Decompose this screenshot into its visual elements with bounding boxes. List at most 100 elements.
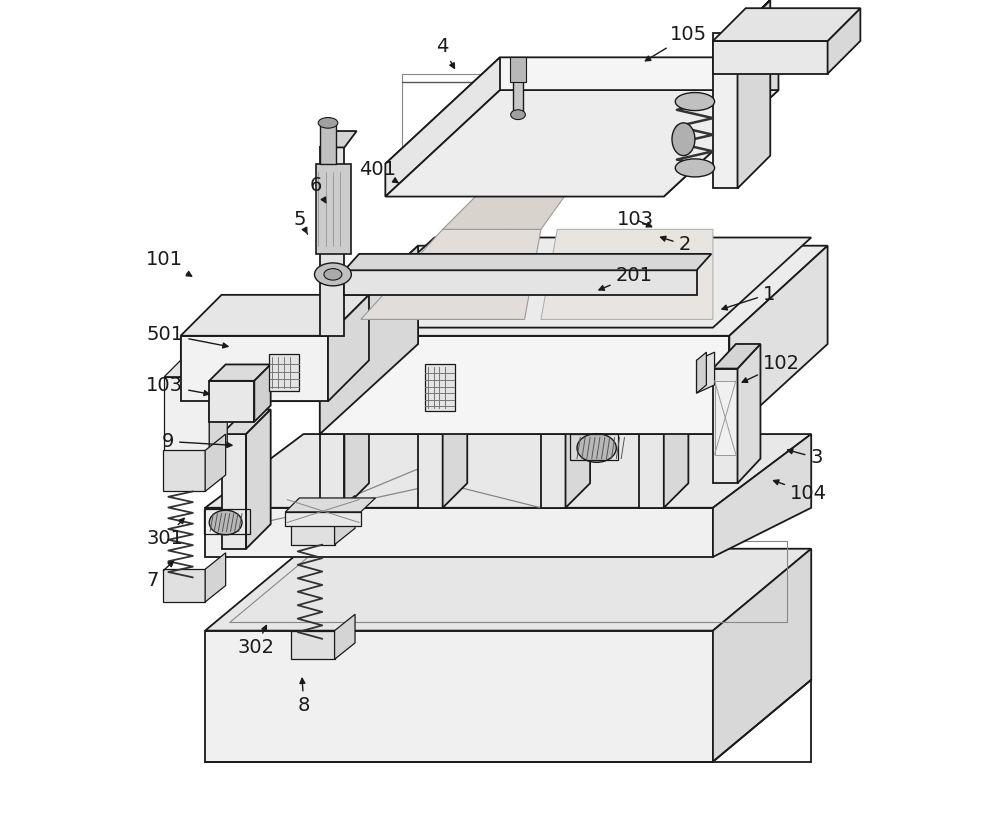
Polygon shape — [320, 336, 729, 434]
Polygon shape — [291, 512, 335, 545]
Polygon shape — [246, 410, 271, 549]
Polygon shape — [205, 631, 713, 762]
Polygon shape — [697, 352, 715, 393]
Polygon shape — [320, 147, 344, 336]
Text: 103: 103 — [146, 376, 209, 396]
Polygon shape — [328, 295, 369, 401]
Polygon shape — [205, 434, 226, 491]
Polygon shape — [181, 295, 369, 336]
Text: 101: 101 — [146, 250, 192, 276]
Polygon shape — [385, 90, 778, 197]
Polygon shape — [205, 553, 226, 602]
Polygon shape — [335, 495, 355, 545]
Polygon shape — [320, 246, 418, 434]
Ellipse shape — [511, 110, 525, 120]
Ellipse shape — [324, 269, 342, 280]
Polygon shape — [828, 8, 860, 74]
Text: 102: 102 — [742, 354, 800, 382]
Ellipse shape — [318, 118, 338, 128]
Polygon shape — [510, 57, 526, 82]
Polygon shape — [541, 434, 566, 508]
Polygon shape — [316, 164, 351, 254]
Polygon shape — [205, 508, 713, 557]
Text: 302: 302 — [237, 626, 274, 658]
Polygon shape — [209, 364, 271, 381]
Text: 2: 2 — [661, 235, 691, 255]
Polygon shape — [361, 229, 541, 319]
Polygon shape — [285, 512, 361, 526]
Polygon shape — [715, 381, 736, 455]
Polygon shape — [336, 238, 811, 328]
Polygon shape — [222, 434, 246, 549]
Polygon shape — [164, 377, 209, 463]
Polygon shape — [344, 270, 697, 295]
Polygon shape — [664, 410, 688, 508]
Polygon shape — [713, 344, 760, 369]
Polygon shape — [541, 410, 590, 434]
Text: 8: 8 — [298, 678, 310, 716]
Polygon shape — [209, 359, 227, 463]
Text: 401: 401 — [359, 160, 399, 183]
Polygon shape — [639, 410, 688, 434]
Polygon shape — [269, 354, 299, 391]
Ellipse shape — [675, 159, 715, 177]
Text: 103: 103 — [617, 210, 654, 229]
Polygon shape — [164, 359, 227, 377]
Polygon shape — [513, 66, 523, 115]
Polygon shape — [713, 8, 860, 41]
Polygon shape — [713, 369, 738, 483]
Polygon shape — [209, 381, 254, 422]
Text: 9: 9 — [162, 432, 232, 451]
Polygon shape — [418, 434, 443, 508]
Ellipse shape — [577, 434, 616, 462]
Polygon shape — [566, 410, 590, 508]
Text: 5: 5 — [294, 210, 308, 234]
Text: 105: 105 — [645, 25, 707, 61]
Text: 3: 3 — [788, 448, 823, 468]
Polygon shape — [205, 434, 811, 508]
Polygon shape — [738, 344, 760, 483]
Polygon shape — [320, 434, 344, 508]
Text: 104: 104 — [774, 480, 827, 503]
Ellipse shape — [672, 123, 695, 156]
Text: 201: 201 — [599, 265, 652, 290]
Polygon shape — [385, 57, 778, 164]
Polygon shape — [320, 131, 357, 147]
Polygon shape — [320, 246, 828, 336]
Polygon shape — [285, 498, 376, 512]
Polygon shape — [320, 123, 336, 164]
Polygon shape — [713, 0, 770, 57]
Text: 6: 6 — [310, 176, 326, 202]
Ellipse shape — [314, 263, 351, 286]
Polygon shape — [697, 352, 706, 393]
Polygon shape — [163, 569, 205, 602]
Polygon shape — [163, 450, 205, 491]
Polygon shape — [291, 631, 335, 659]
Polygon shape — [443, 410, 467, 508]
Text: 7: 7 — [146, 562, 173, 590]
Ellipse shape — [675, 93, 715, 111]
Polygon shape — [443, 172, 582, 229]
Text: 301: 301 — [146, 518, 184, 549]
Polygon shape — [541, 229, 713, 319]
Polygon shape — [500, 123, 615, 172]
Text: 1: 1 — [722, 284, 775, 310]
Text: 4: 4 — [436, 37, 454, 68]
Polygon shape — [639, 434, 664, 508]
Polygon shape — [181, 336, 328, 401]
Polygon shape — [254, 364, 271, 422]
Text: 501: 501 — [146, 324, 228, 348]
Polygon shape — [738, 0, 770, 188]
Polygon shape — [425, 364, 455, 411]
Polygon shape — [205, 549, 811, 631]
Polygon shape — [713, 434, 811, 557]
Polygon shape — [713, 549, 811, 762]
Ellipse shape — [209, 510, 242, 535]
Polygon shape — [713, 33, 738, 188]
Polygon shape — [335, 614, 355, 659]
Polygon shape — [385, 57, 500, 197]
Polygon shape — [664, 57, 778, 197]
Polygon shape — [713, 41, 828, 74]
Polygon shape — [418, 410, 467, 434]
Polygon shape — [320, 410, 369, 434]
